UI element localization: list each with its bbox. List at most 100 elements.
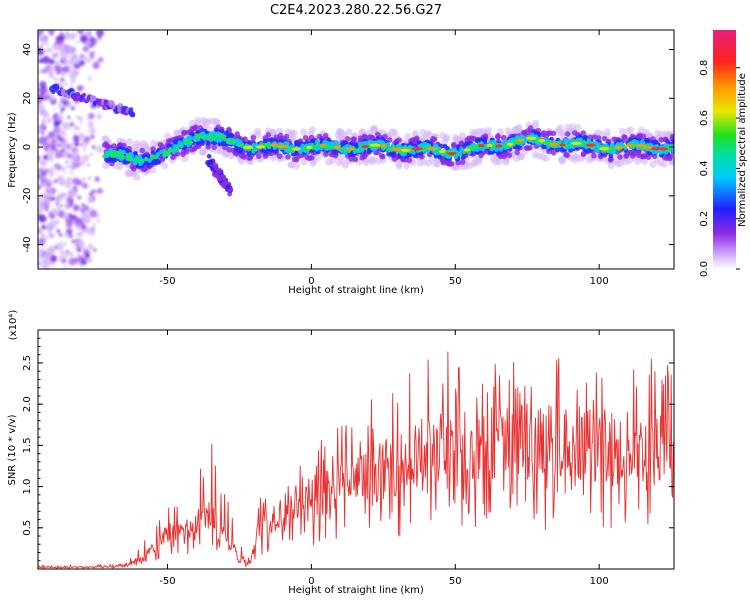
- noise-dot: [97, 188, 104, 194]
- noise-dot: [76, 253, 79, 256]
- noise-dot: [87, 112, 95, 120]
- colorbar-label: Normalized spectral amplitude: [737, 73, 748, 227]
- noise-dot: [58, 232, 63, 238]
- noise-dot: [96, 30, 104, 37]
- noise-dot: [70, 85, 74, 89]
- noise-dot: [66, 227, 73, 235]
- ridge-dot: [378, 153, 385, 159]
- ridge-dot: [113, 150, 117, 155]
- ridge-dot: [495, 132, 501, 139]
- noise-dot: [59, 51, 68, 60]
- spectrogram-frame: [37, 29, 675, 270]
- colorbar-tick-label: 0.8: [699, 60, 710, 76]
- noise-dot: [69, 71, 77, 80]
- y-tick-label: 20: [22, 92, 33, 105]
- ridge-dot: [386, 151, 391, 157]
- noise-dot: [57, 126, 62, 131]
- noise-dot: [70, 34, 76, 41]
- ridge-dot: [333, 140, 339, 146]
- ridge-dot: [516, 141, 521, 146]
- ridge-dot: [311, 146, 316, 150]
- noise-dot: [56, 193, 65, 201]
- noise-dot: [84, 253, 91, 259]
- ridge-dot: [168, 148, 173, 153]
- branch-dot: [213, 171, 219, 178]
- ridge-peak: [478, 144, 485, 148]
- noise-dot: [42, 263, 50, 269]
- ridge-peak: [277, 144, 290, 149]
- noise-dot: [42, 154, 49, 161]
- ridge-dot: [221, 150, 229, 158]
- ridge-dot: [576, 155, 584, 163]
- ridge-dot: [385, 141, 391, 147]
- noise-dot: [60, 111, 63, 115]
- noise-dot: [79, 143, 83, 146]
- ridge-dot: [534, 130, 540, 136]
- spectrogram-marks: [38, 30, 674, 269]
- ridge-dot: [237, 143, 241, 148]
- ridge-dot: [137, 154, 143, 160]
- y-tick-label: 1.5: [22, 437, 33, 453]
- noise-dot: [71, 239, 76, 244]
- noise-dot: [69, 117, 72, 120]
- ridge-dot: [459, 159, 466, 165]
- ridge-peak: [242, 145, 254, 150]
- ridge-dot: [585, 156, 593, 164]
- noise-dot: [70, 171, 73, 175]
- noise-dot: [56, 205, 61, 211]
- snr-y-axis-label: SNR (10 * v/v): [7, 414, 18, 485]
- snr-y-multiplier: (x10⁴): [8, 310, 19, 341]
- ridge-dot: [303, 148, 307, 152]
- ridge-dot: [352, 156, 359, 163]
- ridge-dot: [101, 142, 108, 148]
- ridge-dot: [357, 135, 364, 141]
- ridge-dot: [568, 123, 576, 131]
- ridge-dot: [212, 117, 220, 125]
- noise-dot: [79, 160, 85, 167]
- snr-frame: [37, 329, 675, 570]
- ridge-dot: [200, 131, 206, 136]
- ridge-dot: [285, 154, 291, 160]
- noise-dot: [46, 47, 53, 54]
- ridge-dot: [322, 132, 329, 139]
- noise-dot: [65, 164, 70, 168]
- noise-dot: [82, 210, 89, 217]
- ridge-dot: [309, 159, 317, 167]
- ridge-dot: [293, 156, 300, 163]
- ridge-dot: [403, 162, 411, 170]
- noise-dot: [67, 201, 71, 205]
- ridge-dot: [140, 158, 145, 163]
- ridge-dot: [407, 152, 413, 158]
- ridge-dot: [240, 142, 245, 147]
- ridge-peak: [334, 145, 341, 149]
- noise-dot: [45, 187, 53, 195]
- noise-dot: [63, 32, 72, 40]
- ridge-dot: [195, 129, 201, 135]
- ridge-dot: [613, 158, 621, 166]
- ridge-dot: [450, 141, 457, 148]
- noise-dot: [69, 128, 72, 131]
- ridge-dot: [161, 162, 169, 170]
- noise-dot: [38, 99, 42, 105]
- page-title: C2E4.2023.280.22.56.G27: [270, 3, 442, 18]
- ridge-peak: [390, 147, 403, 152]
- ridge-dot: [277, 153, 283, 160]
- noise-dot: [74, 142, 78, 147]
- noise-dot: [60, 204, 63, 207]
- noise-dot: [74, 205, 80, 210]
- noise-dot: [38, 253, 43, 260]
- ridge-dot: [419, 135, 427, 143]
- ridge-dot: [622, 134, 628, 141]
- ridge-dot: [283, 141, 288, 146]
- ridge-dot: [395, 162, 403, 170]
- noise-dot: [38, 126, 43, 134]
- noise-dot: [77, 195, 82, 200]
- ridge-dot: [181, 129, 188, 136]
- ridge-dot: [471, 130, 479, 138]
- ridge-dot: [637, 126, 645, 134]
- ridge-peak: [447, 152, 458, 156]
- echo-dot: [51, 90, 56, 95]
- noise-dot: [64, 82, 68, 86]
- noise-dot: [65, 182, 72, 189]
- noise-dot: [60, 153, 64, 158]
